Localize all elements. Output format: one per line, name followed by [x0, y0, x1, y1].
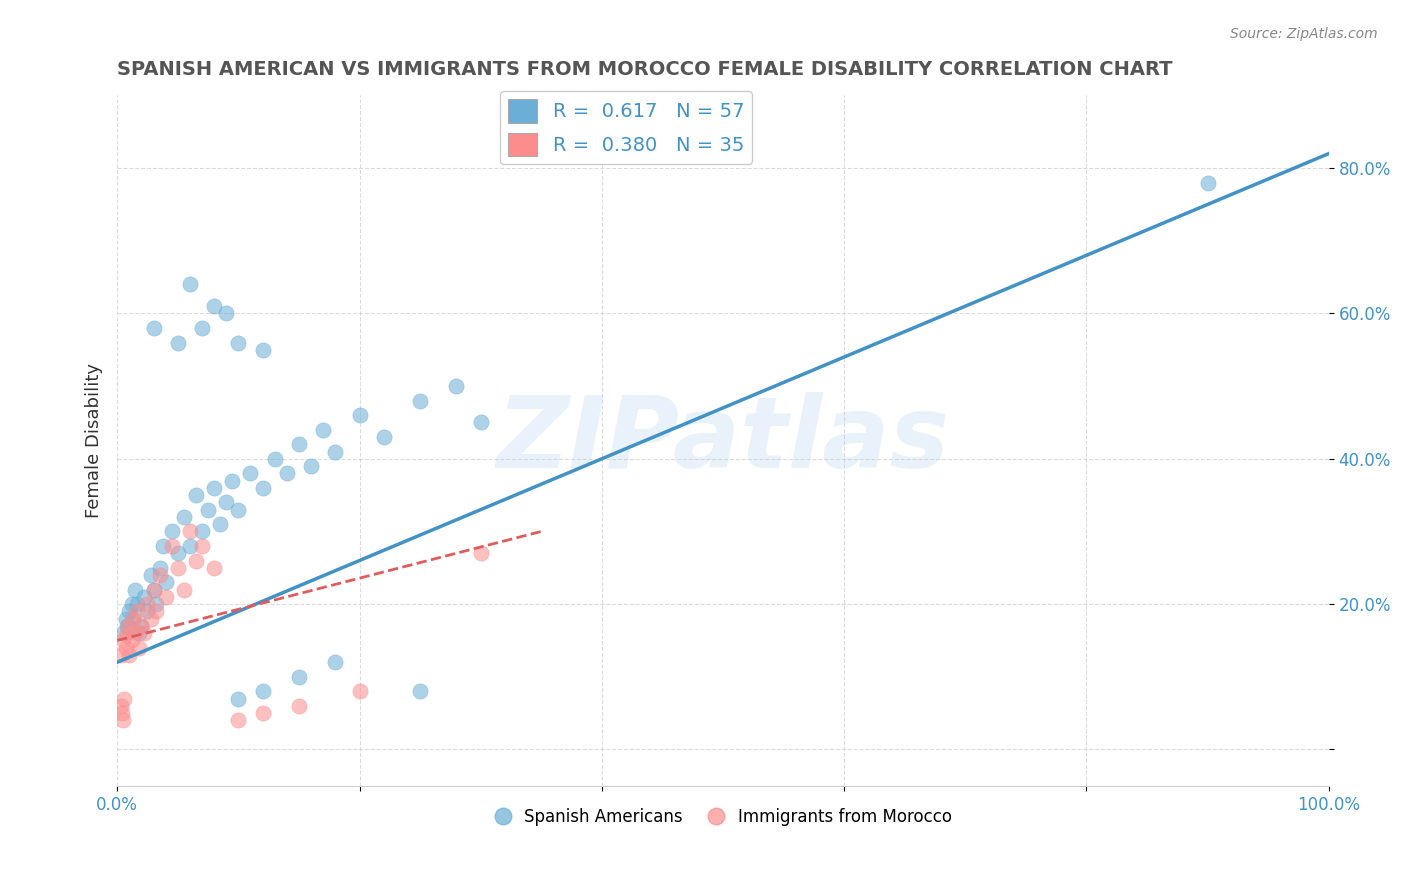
Point: [202, 299, 225, 313]
Point: [145, 604, 167, 618]
Point: [173, 582, 195, 597]
Point: [252, 343, 274, 357]
Point: [288, 670, 311, 684]
Point: [142, 582, 165, 597]
Point: [136, 597, 159, 611]
Point: [111, 706, 134, 720]
Y-axis label: Female Disability: Female Disability: [86, 363, 103, 518]
Point: [131, 619, 153, 633]
Point: [110, 698, 132, 713]
Point: [124, 626, 146, 640]
Legend: Spanish Americans, Immigrants from Morocco: Spanish Americans, Immigrants from Moroc…: [488, 801, 959, 832]
Point: [173, 509, 195, 524]
Point: [228, 691, 250, 706]
Point: [239, 467, 262, 481]
Point: [409, 684, 432, 698]
Text: SPANISH AMERICAN VS IMMIGRANTS FROM MOROCCO FEMALE DISABILITY CORRELATION CHART: SPANISH AMERICAN VS IMMIGRANTS FROM MORO…: [117, 60, 1173, 78]
Point: [136, 604, 159, 618]
Point: [125, 597, 148, 611]
Point: [215, 495, 238, 509]
Point: [184, 553, 207, 567]
Point: [131, 619, 153, 633]
Point: [149, 568, 172, 582]
Point: [149, 561, 172, 575]
Point: [191, 524, 214, 539]
Point: [209, 517, 232, 532]
Point: [312, 423, 335, 437]
Point: [139, 612, 162, 626]
Point: [228, 335, 250, 350]
Point: [112, 633, 135, 648]
Point: [263, 451, 285, 466]
Point: [110, 648, 132, 662]
Point: [128, 626, 150, 640]
Point: [160, 539, 183, 553]
Point: [288, 437, 311, 451]
Point: [446, 379, 468, 393]
Point: [252, 481, 274, 495]
Point: [349, 408, 371, 422]
Point: [155, 575, 177, 590]
Point: [179, 277, 201, 292]
Point: [160, 524, 183, 539]
Point: [373, 430, 395, 444]
Point: [323, 655, 346, 669]
Point: [202, 481, 225, 495]
Point: [122, 612, 145, 626]
Point: [166, 561, 188, 575]
Point: [197, 502, 219, 516]
Point: [252, 684, 274, 698]
Point: [121, 597, 143, 611]
Point: [166, 546, 188, 560]
Point: [202, 561, 225, 575]
Point: [132, 590, 155, 604]
Point: [155, 590, 177, 604]
Point: [166, 335, 188, 350]
Point: [114, 640, 136, 655]
Point: [121, 633, 143, 648]
Point: [221, 474, 243, 488]
Point: [323, 444, 346, 458]
Point: [115, 626, 138, 640]
Point: [179, 539, 201, 553]
Point: [142, 582, 165, 597]
Point: [252, 706, 274, 720]
Point: [228, 714, 250, 728]
Point: [1197, 176, 1219, 190]
Point: [112, 626, 135, 640]
Text: Source: ZipAtlas.com: Source: ZipAtlas.com: [1230, 27, 1378, 41]
Point: [470, 416, 492, 430]
Point: [228, 502, 250, 516]
Point: [115, 619, 138, 633]
Point: [122, 612, 145, 626]
Point: [124, 582, 146, 597]
Point: [179, 524, 201, 539]
Point: [349, 684, 371, 698]
Point: [128, 640, 150, 655]
Point: [114, 612, 136, 626]
Point: [145, 597, 167, 611]
Point: [118, 648, 141, 662]
Point: [184, 488, 207, 502]
Point: [299, 458, 322, 473]
Point: [117, 619, 139, 633]
Point: [132, 626, 155, 640]
Point: [139, 568, 162, 582]
Point: [409, 393, 432, 408]
Point: [191, 321, 214, 335]
Point: [470, 546, 492, 560]
Point: [215, 306, 238, 320]
Point: [114, 691, 136, 706]
Point: [112, 714, 135, 728]
Point: [152, 539, 174, 553]
Text: ZIPatlas: ZIPatlas: [496, 392, 949, 489]
Point: [288, 698, 311, 713]
Point: [142, 321, 165, 335]
Point: [125, 604, 148, 618]
Point: [118, 604, 141, 618]
Point: [276, 467, 298, 481]
Point: [191, 539, 214, 553]
